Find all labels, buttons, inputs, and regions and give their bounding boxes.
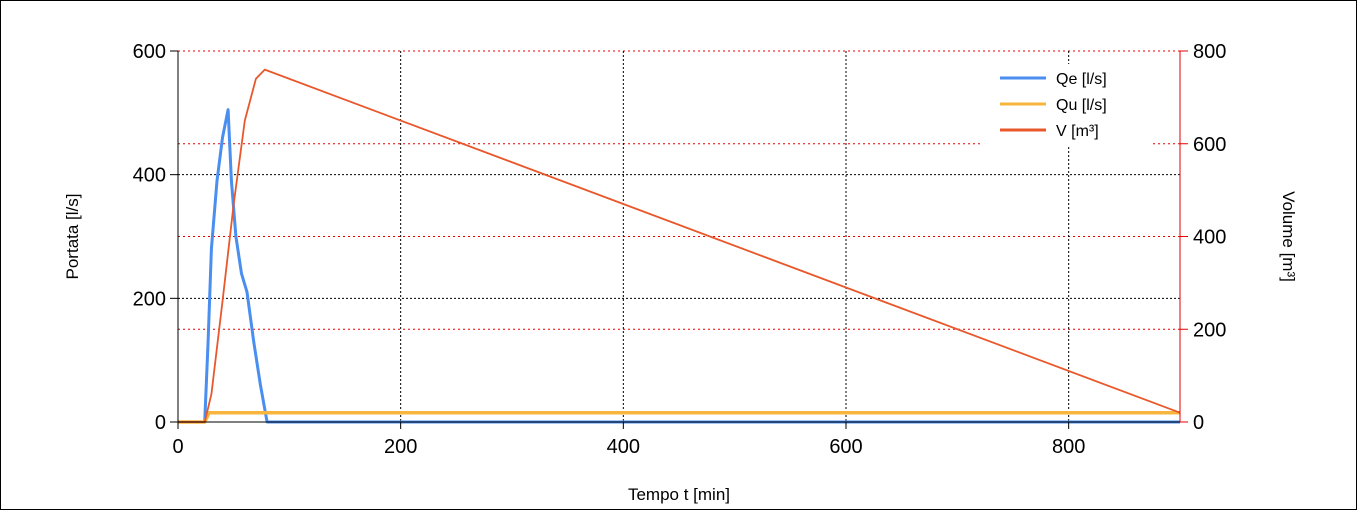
x-tick-label: 800 (1052, 436, 1085, 458)
y-right-tick-label: 200 (1193, 319, 1226, 341)
series-line-1 (178, 108, 1180, 424)
y-left-tick-label: 600 (133, 41, 166, 63)
legend: Qe [l/s] Qu [l/s] V [m³] (980, 64, 1150, 147)
axes (170, 50, 1188, 429)
legend-label-1: Qe [l/s] (1056, 71, 1107, 88)
tick-labels: 0 200 400 600 0 200 400 600 800 0 200 400 600 800 (133, 41, 1227, 458)
legend-label-2: Qu [l/s] (1056, 97, 1107, 114)
x-axis-title: Tempo t [min] (628, 485, 730, 504)
x-tick-label: 400 (607, 436, 640, 458)
y-right-tick-label: 400 (1193, 227, 1226, 249)
grid (178, 50, 1180, 422)
x-tick-label: 600 (829, 436, 862, 458)
x-tick-label: 0 (172, 436, 183, 458)
y-axis-right-title: Volume [m³] (1279, 191, 1298, 282)
y-left-tick-label: 400 (133, 165, 166, 187)
y-right-tick-label: 800 (1193, 41, 1226, 63)
y-axis-left-title: Portata [l/s] (63, 194, 82, 280)
y-right-tick-label: 0 (1193, 412, 1204, 434)
series-line-3 (178, 68, 1181, 423)
y-right-tick-label: 600 (1193, 134, 1226, 156)
y-left-tick-label: 0 (155, 412, 166, 434)
x-tick-label: 200 (384, 436, 417, 458)
y-left-tick-label: 200 (133, 288, 166, 310)
legend-label-3: V [m³] (1056, 123, 1099, 140)
